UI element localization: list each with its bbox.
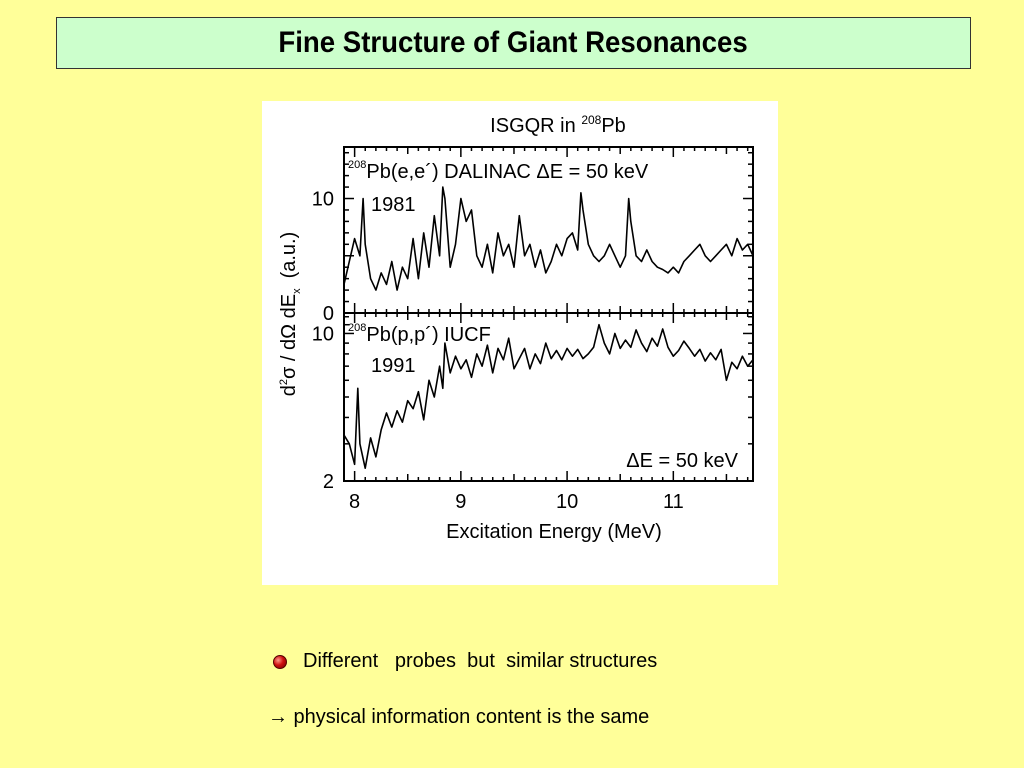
chart-title: ISGQR in 208Pb (490, 113, 626, 137)
x-tick-label: 8 (349, 491, 360, 513)
y-tick-label: 2 (323, 471, 334, 493)
spectrum-pp-line (343, 323, 754, 469)
y-axis-label: d2σ / dΩ dEx(a.u.) (278, 232, 303, 397)
panel-bottom-label: 208Pb(p,p´) IUCF (348, 322, 491, 346)
panel-bottom-year: 1991 (371, 355, 416, 377)
chart-figure: ISGQR in 208Pb 8 9 10 11 10 0 10 2 208Pb(e,e´) … (262, 101, 778, 585)
panel-top-label: 208Pb(e,e´) DALINAC ΔE = 50 keV (348, 159, 649, 183)
x-axis-label: Excitation Energy (MeV) (446, 521, 662, 543)
y-tick-label: 10 (312, 189, 334, 211)
slide-title-box: Fine Structure of Giant Resonances (56, 17, 971, 69)
y-tick-label: 10 (312, 323, 334, 345)
panel-bottom-resolution: ΔE = 50 keV (626, 450, 738, 472)
panel-top-year: 1981 (371, 194, 416, 216)
slide-title: Fine Structure of Giant Resonances (278, 26, 749, 59)
x-tick-label: 11 (663, 491, 684, 513)
bullet-text: Different probes but similar structures (303, 650, 658, 672)
bullet-icon (273, 654, 287, 669)
conclusion-text: → physical information content is the sa… (268, 706, 650, 728)
spectrum-ee-line (343, 186, 754, 291)
bullet-point: Different probes but similar structures (273, 650, 657, 673)
x-tick-label: 9 (455, 491, 466, 513)
y-tick-label: 0 (323, 303, 334, 325)
x-tick-label: 10 (556, 491, 578, 513)
